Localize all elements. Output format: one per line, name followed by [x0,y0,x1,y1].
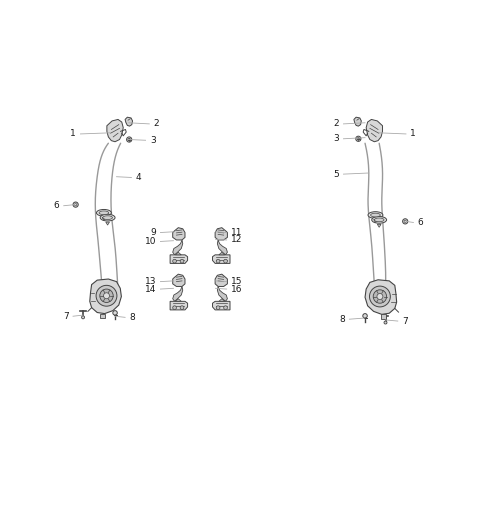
Polygon shape [213,255,230,263]
Polygon shape [173,228,185,240]
Circle shape [74,203,77,206]
Polygon shape [366,119,383,142]
Text: 13: 13 [144,277,156,286]
Ellipse shape [371,213,380,217]
Polygon shape [377,224,381,227]
Text: 3: 3 [333,134,339,143]
Text: 15: 15 [231,277,242,286]
Polygon shape [173,286,183,302]
Circle shape [127,137,132,142]
Ellipse shape [374,218,384,222]
Circle shape [100,289,113,303]
Text: 6: 6 [418,218,424,227]
Circle shape [384,321,387,324]
Circle shape [73,202,78,207]
Ellipse shape [103,216,112,220]
Circle shape [82,316,84,319]
Circle shape [173,306,177,310]
Text: 3: 3 [150,136,156,145]
Polygon shape [107,119,123,142]
Circle shape [404,220,407,223]
Text: 1: 1 [410,130,416,138]
Polygon shape [125,117,132,126]
Circle shape [113,311,117,315]
Circle shape [363,314,367,318]
Text: 2: 2 [334,119,339,129]
Circle shape [356,136,361,141]
Polygon shape [170,255,188,263]
Text: 16: 16 [231,285,242,293]
Polygon shape [219,298,225,302]
Text: 5: 5 [333,169,339,179]
Circle shape [173,259,177,263]
Ellipse shape [100,215,115,221]
Text: 14: 14 [144,285,156,293]
Circle shape [180,259,184,263]
Circle shape [373,290,386,303]
Text: 12: 12 [231,236,242,244]
Polygon shape [215,274,228,286]
Polygon shape [102,217,106,220]
Text: 4: 4 [136,173,142,182]
Polygon shape [213,302,230,310]
Polygon shape [217,240,228,255]
Circle shape [370,286,390,307]
Polygon shape [373,220,377,223]
Polygon shape [354,117,361,126]
Circle shape [104,293,109,298]
Polygon shape [173,274,185,286]
Polygon shape [175,252,181,255]
Text: 1: 1 [70,130,76,138]
Polygon shape [170,302,188,310]
Text: 7: 7 [63,312,69,321]
Polygon shape [173,240,183,255]
Polygon shape [175,298,181,302]
Circle shape [96,285,117,306]
Ellipse shape [368,211,383,219]
Polygon shape [106,222,109,225]
Polygon shape [381,314,386,319]
Text: 8: 8 [339,315,345,324]
Polygon shape [215,228,228,240]
Text: 11: 11 [231,228,242,237]
Text: 7: 7 [402,316,408,326]
Polygon shape [100,314,106,318]
Polygon shape [90,279,121,314]
Circle shape [403,219,408,224]
Ellipse shape [372,217,386,223]
Ellipse shape [96,209,111,216]
Circle shape [224,306,228,310]
Ellipse shape [99,211,109,215]
Circle shape [216,259,220,263]
Polygon shape [365,280,396,314]
Circle shape [128,138,131,141]
Polygon shape [219,252,225,255]
Text: 6: 6 [53,201,59,210]
Circle shape [357,138,360,140]
Circle shape [216,306,220,310]
Text: 10: 10 [144,237,156,246]
Text: 9: 9 [150,228,156,237]
Circle shape [377,293,383,300]
Text: 2: 2 [154,119,159,129]
Circle shape [224,259,228,263]
Polygon shape [217,286,228,302]
Circle shape [180,306,184,310]
Text: 8: 8 [130,313,135,322]
